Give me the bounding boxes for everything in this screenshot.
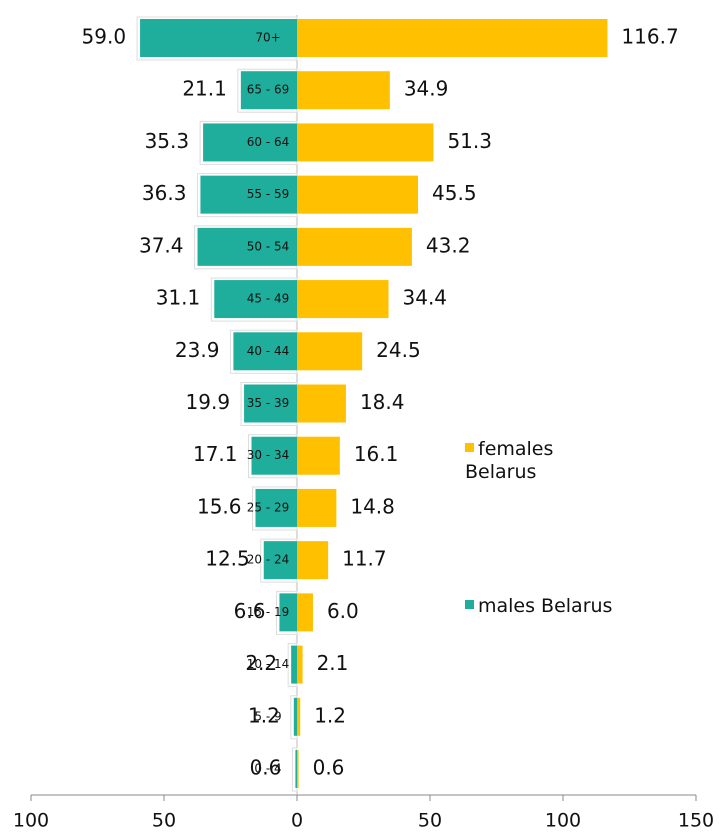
bar [297,280,389,319]
bar [297,593,313,632]
value-label: 116.7 [621,25,678,49]
bar [214,280,297,319]
category-label: 15 - 19 [247,605,290,619]
value-label: 6.6 [234,599,266,623]
value-label: 34.4 [403,286,448,310]
category-label: 45 - 49 [247,292,290,306]
value-label: 23.9 [175,338,220,362]
bar [244,384,297,423]
value-label: 43.2 [426,233,471,257]
value-label: 2.1 [317,651,349,675]
value-label: 0.6 [313,756,345,780]
bar [297,19,608,57]
value-label: 45.5 [432,181,477,205]
x-tick-label: 50 [152,810,176,832]
legend-females: females Belarus [465,438,575,484]
value-label: 31.1 [156,286,201,310]
x-tick-label: 50 [418,810,442,832]
category-label: 20 - 24 [247,553,290,567]
value-label: 37.4 [139,233,184,257]
category-label: 30 - 34 [247,448,290,462]
legend-label: females Belarus [465,438,554,483]
value-label: 36.3 [142,181,187,205]
value-label: 0.6 [250,756,282,780]
value-label: 2.2 [245,651,277,675]
bar [293,697,297,736]
bar [297,697,301,736]
bar [297,123,434,162]
bar [203,123,297,162]
category-label: 25 - 29 [247,500,290,514]
category-label: 35 - 39 [247,396,290,410]
x-tick-label: 0 [291,810,303,832]
bar [297,541,329,580]
value-label: 15.6 [197,494,242,518]
category-label: 40 - 44 [247,344,290,358]
bar [297,436,340,475]
bar [233,332,297,371]
value-label: 11.7 [342,547,387,571]
category-label: 55 - 59 [247,187,290,201]
bar [255,488,297,527]
value-label: 19.9 [186,390,231,414]
bar [297,384,346,423]
category-label: 70+ [255,31,280,45]
legend-males: males Belarus [465,595,612,618]
x-tick-label: 100 [13,810,49,832]
value-label: 51.3 [447,129,492,153]
bar [279,593,297,632]
bar [297,645,303,684]
value-label: 21.1 [182,77,227,101]
category-label: 0 - 4 [254,762,281,776]
value-label: 18.4 [360,390,405,414]
bar [251,436,297,475]
bar [263,541,297,580]
value-label: 17.1 [193,442,238,466]
category-label: 10 - 14 [247,657,290,671]
x-tick-label: 100 [545,810,581,832]
category-label: 65 - 69 [247,83,290,97]
value-label: 1.2 [314,703,346,727]
value-label: 1.2 [248,703,280,727]
bar [291,645,297,684]
bar [297,750,299,788]
value-label: 14.8 [350,494,395,518]
legend-label: males Belarus [478,595,613,617]
bar [140,19,297,57]
bar [295,750,297,788]
bar [197,227,297,266]
value-label: 35.3 [145,129,190,153]
legend-swatch [465,600,474,609]
bar [297,175,419,214]
value-label: 16.1 [354,442,399,466]
bar [297,488,337,527]
bar [297,227,412,266]
value-label: 6.0 [327,599,359,623]
bar [240,71,297,110]
category-label: 5 - 9 [254,709,281,723]
bar [297,71,390,110]
category-label: 50 - 54 [247,239,290,253]
bar [200,175,297,214]
value-label: 34.9 [404,77,449,101]
category-label: 60 - 64 [247,135,290,149]
x-tick-label: 150 [678,810,714,832]
legend-swatch [465,443,474,452]
value-label: 24.5 [376,338,421,362]
bar [297,332,363,371]
value-label: 59.0 [82,25,127,49]
value-label: 12.5 [205,547,250,571]
